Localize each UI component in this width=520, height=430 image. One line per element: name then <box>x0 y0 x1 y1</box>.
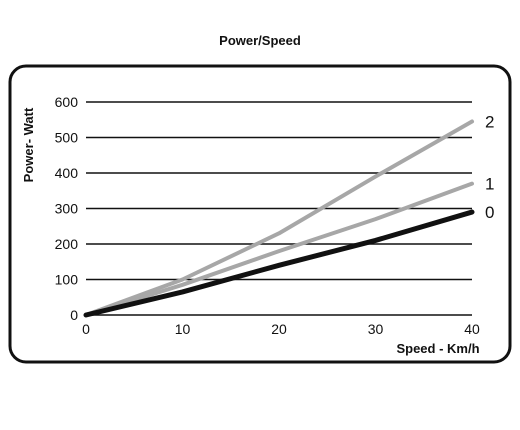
x-tick-label: 40 <box>464 321 480 337</box>
x-tick-label: 0 <box>82 321 90 337</box>
series-label-2: 2 <box>485 113 494 132</box>
chart-title: Power/Speed <box>219 33 301 48</box>
x-tick-label: 20 <box>271 321 287 337</box>
x-tick-label: 30 <box>368 321 384 337</box>
series-line-0 <box>83 209 475 318</box>
y-tick-label: 300 <box>55 201 79 217</box>
series-line-1 <box>84 181 474 317</box>
y-tick-label: 200 <box>55 236 79 252</box>
chart-frame <box>8 64 512 364</box>
series-line-2 <box>84 119 474 317</box>
x-tick-label: 10 <box>175 321 191 337</box>
y-tick-label: 400 <box>55 165 79 181</box>
y-tick-label: 100 <box>55 272 79 288</box>
x-axis-label: Speed - Km/h <box>396 341 479 356</box>
series-label-0: 0 <box>485 203 494 222</box>
y-axis-label: Power- Watt <box>21 107 36 182</box>
y-tick-label: 500 <box>55 130 79 146</box>
y-tick-label: 0 <box>70 307 78 323</box>
series-label-1: 1 <box>485 175 494 194</box>
y-tick-label: 600 <box>55 94 79 110</box>
